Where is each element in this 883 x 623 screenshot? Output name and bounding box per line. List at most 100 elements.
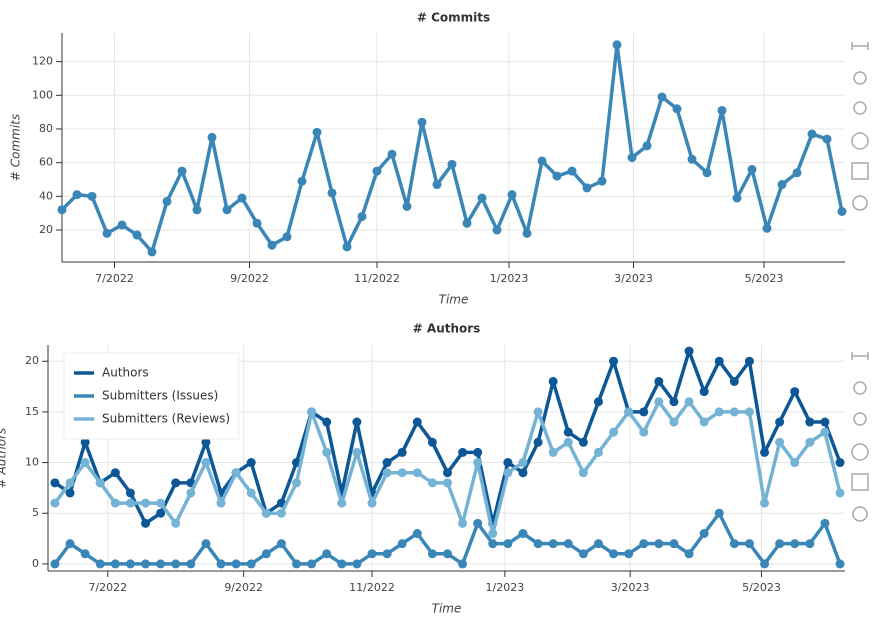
data-point (835, 488, 845, 498)
data-point (192, 205, 202, 215)
data-point (95, 478, 105, 488)
legend-label: Authors (102, 366, 149, 380)
y-tick-label: 120 (32, 55, 53, 68)
pan-tool[interactable] (851, 352, 869, 360)
data-point (427, 549, 437, 559)
data-point (117, 220, 127, 230)
zoom-tool[interactable] (853, 71, 867, 85)
data-point (292, 478, 302, 488)
data-point (50, 559, 60, 569)
data-point (639, 407, 649, 417)
toolbar (851, 42, 869, 522)
data-point (684, 397, 694, 407)
y-tick-label: 15 (25, 405, 39, 418)
data-point (261, 549, 271, 559)
data-point (412, 529, 422, 539)
data-point (548, 376, 558, 386)
save-tool[interactable] (851, 473, 869, 491)
reset-tool[interactable] (852, 195, 868, 211)
data-point (552, 171, 562, 181)
data-point (624, 549, 634, 559)
data-point (397, 539, 407, 549)
data-point (57, 205, 67, 215)
data-point (65, 488, 75, 498)
data-point (327, 188, 337, 198)
data-point (156, 498, 166, 508)
data-point (744, 356, 754, 366)
series-line (60, 43, 844, 254)
data-point (820, 427, 830, 437)
data-point (267, 240, 277, 250)
data-point (522, 228, 532, 238)
data-point (533, 539, 543, 549)
data-point (110, 468, 120, 478)
data-point (276, 539, 286, 549)
data-point (458, 559, 468, 569)
data-point (790, 539, 800, 549)
data-point (276, 508, 286, 518)
data-point (732, 193, 742, 203)
data-point (125, 498, 135, 508)
data-point (307, 407, 317, 417)
data-point (402, 201, 412, 211)
data-point (342, 242, 352, 252)
data-point (777, 180, 787, 190)
data-point (548, 447, 558, 457)
data-point (548, 539, 558, 549)
data-point (110, 498, 120, 508)
x-tick-label: 1/2023 (486, 581, 525, 594)
data-point (805, 437, 815, 447)
data-point (87, 191, 97, 201)
data-point (367, 498, 377, 508)
data-point (518, 468, 528, 478)
data-point (201, 437, 211, 447)
legend-label: Submitters (Issues) (102, 389, 218, 403)
x-tick-label: 9/2022 (224, 581, 263, 594)
data-point (775, 417, 785, 427)
data-point (627, 153, 637, 163)
data-point (387, 149, 397, 159)
data-point (729, 539, 739, 549)
data-point (432, 180, 442, 190)
data-point (147, 247, 157, 257)
save-tool[interactable] (851, 162, 869, 180)
data-point (687, 154, 697, 164)
zoom-tool[interactable] (853, 381, 867, 395)
data-point (582, 183, 592, 193)
data-point (282, 232, 292, 242)
data-point (822, 134, 832, 144)
data-point (775, 437, 785, 447)
data-point (292, 559, 302, 569)
wheel-zoom-tool[interactable] (853, 101, 867, 115)
data-point (171, 478, 181, 488)
data-point (537, 156, 547, 166)
data-point (820, 518, 830, 528)
data-point (567, 166, 577, 176)
data-point (367, 549, 377, 559)
data-point (458, 518, 468, 528)
x-tick-label: 7/2022 (88, 581, 127, 594)
reset-tool[interactable] (852, 506, 868, 522)
data-point (792, 168, 802, 178)
data-point (473, 518, 483, 528)
y-tick-label: 20 (39, 223, 53, 236)
data-point (820, 417, 830, 427)
data-point (597, 176, 607, 186)
data-point (65, 539, 75, 549)
data-point (503, 458, 513, 468)
y-tick-label: 80 (39, 122, 53, 135)
data-point (654, 376, 664, 386)
y-tick-label: 0 (32, 557, 39, 570)
data-point (207, 132, 217, 142)
data-point (805, 417, 815, 427)
data-point (307, 559, 317, 569)
wheel-zoom-tool[interactable] (853, 412, 867, 426)
data-point (762, 223, 772, 233)
data-point (186, 488, 196, 498)
data-point (141, 559, 151, 569)
x-tick-label: 3/2023 (614, 272, 653, 285)
help-tool[interactable] (851, 132, 869, 150)
pan-tool[interactable] (851, 42, 869, 50)
help-tool[interactable] (851, 443, 869, 461)
